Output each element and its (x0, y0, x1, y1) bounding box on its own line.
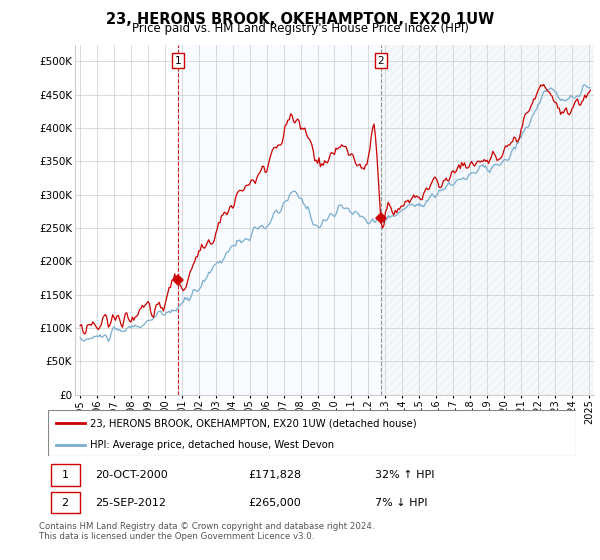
Text: £171,828: £171,828 (248, 470, 302, 480)
Bar (381, 45, 594, 395)
Text: 1: 1 (62, 470, 68, 480)
Text: 7% ↓ HPI: 7% ↓ HPI (376, 498, 428, 507)
Bar (178, 45, 381, 395)
FancyBboxPatch shape (50, 492, 80, 514)
Text: 20-OCT-2000: 20-OCT-2000 (95, 470, 168, 480)
Text: 32% ↑ HPI: 32% ↑ HPI (376, 470, 435, 480)
Text: Contains HM Land Registry data © Crown copyright and database right 2024.
This d: Contains HM Land Registry data © Crown c… (39, 522, 374, 542)
Text: 2: 2 (62, 498, 69, 507)
Text: HPI: Average price, detached house, West Devon: HPI: Average price, detached house, West… (90, 440, 334, 450)
Text: 23, HERONS BROOK, OKEHAMPTON, EX20 1UW: 23, HERONS BROOK, OKEHAMPTON, EX20 1UW (106, 12, 494, 27)
Text: 25-SEP-2012: 25-SEP-2012 (95, 498, 167, 507)
Text: £265,000: £265,000 (248, 498, 301, 507)
FancyBboxPatch shape (50, 464, 80, 486)
Text: 23, HERONS BROOK, OKEHAMPTON, EX20 1UW (detached house): 23, HERONS BROOK, OKEHAMPTON, EX20 1UW (… (90, 418, 417, 428)
Text: 2: 2 (377, 55, 384, 66)
Text: 1: 1 (175, 55, 182, 66)
Text: Price paid vs. HM Land Registry's House Price Index (HPI): Price paid vs. HM Land Registry's House … (131, 22, 469, 35)
